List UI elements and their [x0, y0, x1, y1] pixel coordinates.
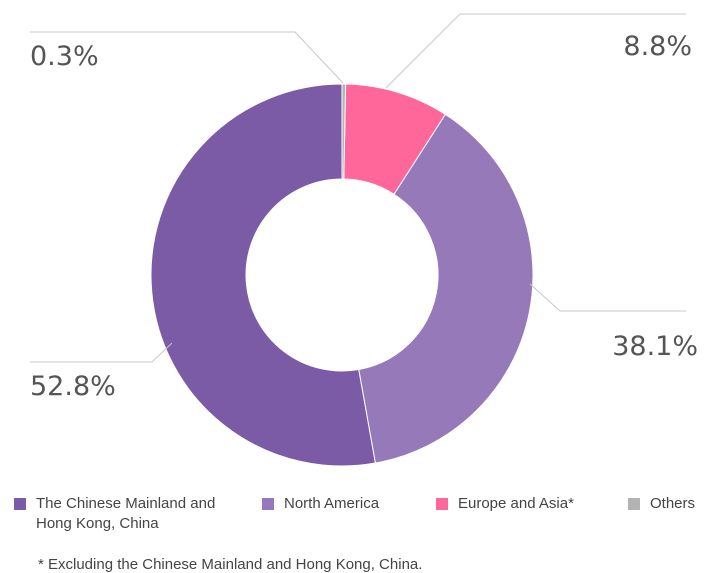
legend-label: Others: [650, 495, 696, 512]
legend-label: Europe and Asia*: [458, 495, 574, 512]
footnote: * Excluding the Chinese Mainland and Hon…: [38, 556, 423, 573]
legend-swatch: [628, 498, 640, 510]
legend-item: Others: [628, 494, 695, 514]
leader-line: [30, 31, 344, 84]
donut-slice: [341, 83, 347, 180]
legend-item: Europe and Asia*: [436, 494, 574, 514]
value-label: 52.8%: [30, 371, 116, 402]
value-label: 38.1%: [612, 331, 698, 362]
donut-slice: [150, 83, 377, 467]
leader-line: [385, 13, 686, 89]
value-label: 0.3%: [30, 41, 99, 72]
legend-swatch: [262, 498, 274, 510]
donut-slice: [358, 113, 534, 464]
chart: 52.8% 38.1% 8.8% 0.3%: [30, 13, 698, 467]
legend-label: The Chinese Mainland and Hong Kong, Chin…: [36, 495, 216, 532]
legend-item: North America: [262, 494, 379, 514]
legend-swatch: [436, 498, 448, 510]
value-label: 8.8%: [623, 31, 692, 62]
leader-line: [30, 342, 173, 363]
legend-swatch: [14, 498, 26, 510]
leader-line: [529, 283, 686, 312]
legend-label: North America: [284, 495, 380, 512]
legend-item: The Chinese Mainland and Hong Kong, Chin…: [14, 494, 229, 534]
